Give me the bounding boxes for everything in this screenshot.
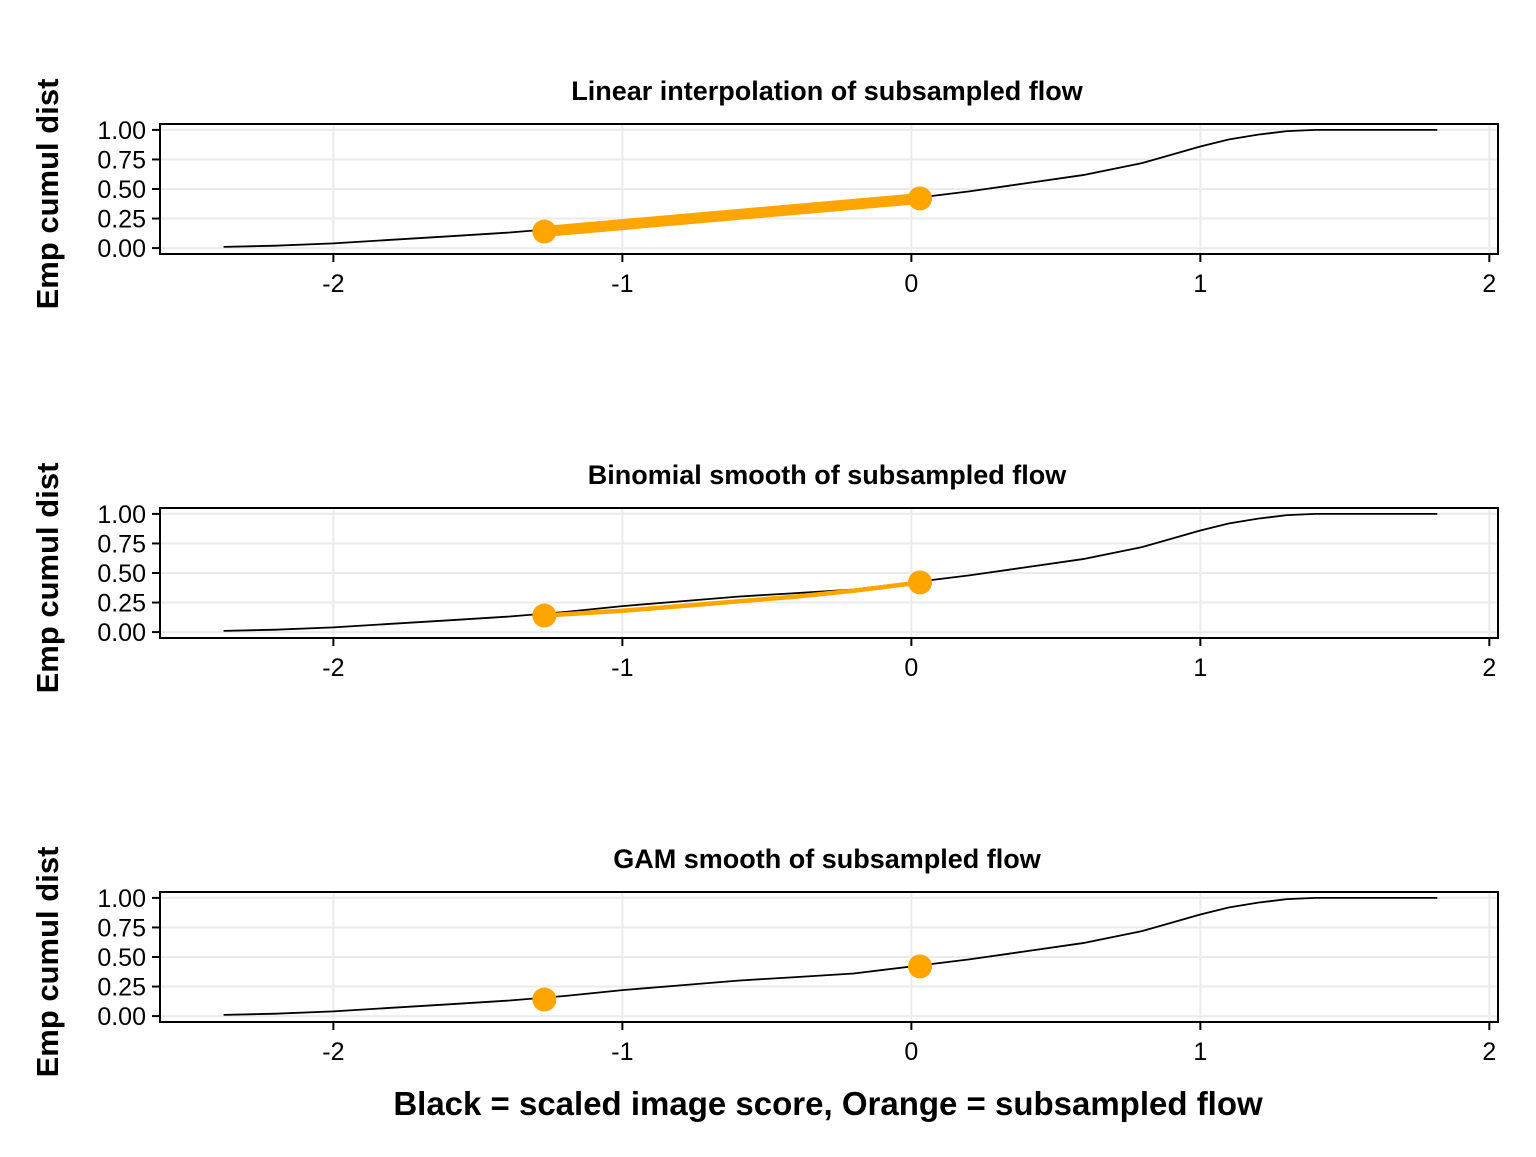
x-tick-label-1-2: 0 <box>904 270 918 298</box>
y-tick-label-2-1: 0.25 <box>97 590 146 618</box>
black-curve-3 <box>223 897 1438 1016</box>
orange-point-3-1 <box>532 987 557 1012</box>
black-curve-1 <box>223 128 1438 248</box>
x-tick-label-1-1: -1 <box>611 270 633 298</box>
orange-point-2-1 <box>532 603 557 628</box>
orange-point-1-2 <box>908 186 933 211</box>
x-tick-label-1-3: 1 <box>1193 270 1207 298</box>
orange-point-2-2 <box>908 570 933 595</box>
orange-line-1 <box>538 193 926 237</box>
x-tick-label-2-3: 1 <box>1193 654 1207 682</box>
x-tick-label-1-4: 2 <box>1482 270 1496 298</box>
panel-title-3: GAM smooth of subsampled flow <box>613 844 1042 874</box>
y-tick-label-1-1: 0.25 <box>97 206 146 234</box>
y-axis-label-2: Emp cumul dist <box>30 463 65 694</box>
x-axis-label: Black = scaled image score, Orange = sub… <box>393 1085 1263 1122</box>
x-tick-label-2-0: -2 <box>322 654 344 682</box>
panel-title-1: Linear interpolation of subsampled flow <box>571 76 1084 106</box>
x-tick-label-3-2: 0 <box>904 1038 918 1066</box>
x-tick-label-3-1: -1 <box>611 1038 633 1066</box>
black-curve-2 <box>223 513 1438 632</box>
y-tick-label-2-2: 0.50 <box>97 560 146 588</box>
y-tick-label-3-2: 0.50 <box>97 944 146 972</box>
x-tick-label-2-4: 2 <box>1482 654 1496 682</box>
y-tick-label-1-4: 1.00 <box>97 117 146 145</box>
y-tick-label-2-4: 1.00 <box>97 501 146 529</box>
y-axis-label-1: Emp cumul dist <box>30 79 65 310</box>
orange-point-1-1 <box>532 219 557 244</box>
orange-point-3-2 <box>908 954 933 979</box>
y-axis-label-3: Emp cumul dist <box>30 847 65 1078</box>
x-tick-label-3-3: 1 <box>1193 1038 1207 1066</box>
y-tick-label-1-0: 0.00 <box>97 235 146 263</box>
x-tick-label-3-4: 2 <box>1482 1038 1496 1066</box>
y-tick-label-3-1: 0.25 <box>97 974 146 1002</box>
y-tick-label-1-2: 0.50 <box>97 176 146 204</box>
y-tick-label-3-0: 0.00 <box>97 1003 146 1031</box>
y-tick-label-3-4: 1.00 <box>97 885 146 913</box>
x-tick-label-2-2: 0 <box>904 654 918 682</box>
orange-line-2 <box>542 580 923 618</box>
panel-title-2: Binomial smooth of subsampled flow <box>588 460 1068 490</box>
y-tick-label-3-3: 0.75 <box>97 914 146 942</box>
y-tick-label-2-0: 0.00 <box>97 619 146 647</box>
x-tick-label-2-1: -1 <box>611 654 633 682</box>
x-tick-label-1-0: -2 <box>322 270 344 298</box>
y-tick-label-1-3: 0.75 <box>97 146 146 174</box>
x-tick-label-3-0: -2 <box>322 1038 344 1066</box>
y-tick-label-2-3: 0.75 <box>97 530 146 558</box>
